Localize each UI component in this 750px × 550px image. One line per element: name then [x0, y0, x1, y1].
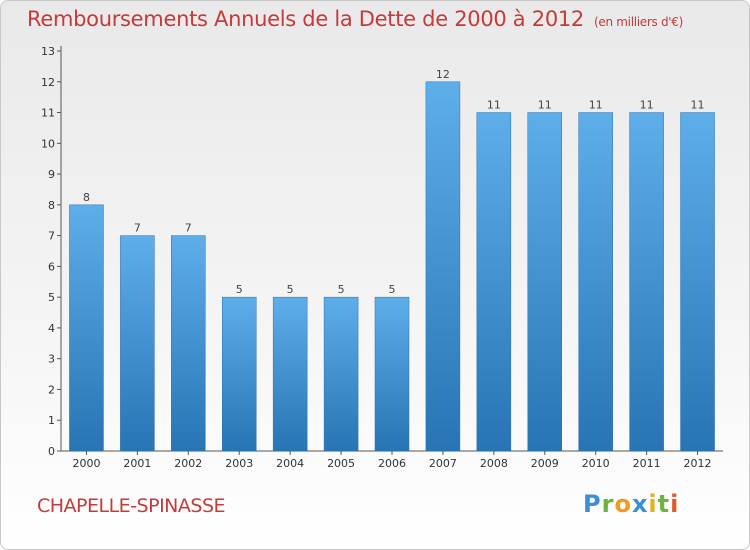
- bar: [680, 112, 715, 452]
- x-tick-label: 2000: [72, 457, 100, 470]
- bar: [629, 112, 664, 452]
- x-tick-label: 2008: [480, 457, 508, 470]
- data-label: 11: [487, 99, 501, 112]
- y-tick-label: 12: [41, 76, 55, 89]
- x-tick-label: 2003: [225, 457, 253, 470]
- x-tick-label: 2005: [327, 457, 355, 470]
- y-tick-label: 10: [41, 137, 55, 150]
- y-tick-label: 3: [48, 353, 55, 366]
- y-tick-label: 1: [48, 414, 55, 427]
- data-label: 11: [589, 99, 603, 112]
- x-tick-label: 2001: [123, 457, 151, 470]
- y-tick-label: 8: [48, 199, 55, 212]
- bar: [323, 296, 359, 452]
- y-tick-label: 11: [41, 107, 55, 120]
- data-label: 7: [134, 222, 141, 235]
- bar: [527, 112, 563, 452]
- bar: [425, 81, 461, 452]
- data-label: 7: [185, 222, 192, 235]
- x-tick-label: 2002: [174, 457, 202, 470]
- y-tick-label: 4: [48, 322, 55, 335]
- bar: [120, 235, 155, 452]
- data-label: 5: [287, 283, 294, 296]
- data-label: 5: [389, 283, 396, 296]
- x-tick-label: 2004: [276, 457, 304, 470]
- data-label: 12: [436, 68, 450, 81]
- commune-name: CHAPELLE-SPINASSE: [37, 495, 226, 517]
- bar: [69, 204, 104, 452]
- data-label: 5: [338, 283, 345, 296]
- y-tick-label: 5: [48, 291, 55, 304]
- y-tick-label: 2: [48, 383, 55, 396]
- bar: [221, 296, 257, 452]
- x-tick-label: 2011: [633, 457, 661, 470]
- bars: [69, 81, 715, 452]
- x-tick-labels: 2000 2001 2002 2003 2004 2005 2006 2007 2008 2009…: [72, 451, 712, 470]
- y-tick-label: 6: [48, 260, 55, 273]
- bar: [374, 296, 410, 452]
- x-tick-label: 2010: [582, 457, 610, 470]
- bar: [578, 112, 613, 452]
- chart-title-text: Remboursements Annuels de la Dette de 20…: [27, 7, 584, 31]
- data-label: 11: [691, 99, 705, 112]
- data-labels: 8 7 7 5 5 5 5 12 11 11 11 11 11: [83, 68, 705, 296]
- y-tick-label: 9: [48, 168, 55, 181]
- chart-title: Remboursements Annuels de la Dette de 20…: [27, 7, 683, 31]
- x-tick-label: 2006: [378, 457, 406, 470]
- data-label: 11: [538, 99, 552, 112]
- bar: [476, 112, 512, 452]
- bar: [171, 235, 206, 452]
- data-label: 11: [640, 99, 654, 112]
- x-tick-label: 2009: [531, 457, 559, 470]
- y-tick-label: 13: [41, 45, 55, 58]
- data-label: 5: [236, 283, 243, 296]
- bar: [272, 296, 308, 452]
- x-tick-label: 2007: [429, 457, 457, 470]
- data-label: 8: [83, 191, 90, 204]
- y-tick-label: 7: [48, 230, 55, 243]
- chart-unit: (en milliers d'€): [594, 15, 684, 29]
- proxiti-logo: Proxiti: [583, 490, 680, 518]
- x-tick-label: 2012: [684, 457, 712, 470]
- y-tick-label: 0: [48, 445, 55, 458]
